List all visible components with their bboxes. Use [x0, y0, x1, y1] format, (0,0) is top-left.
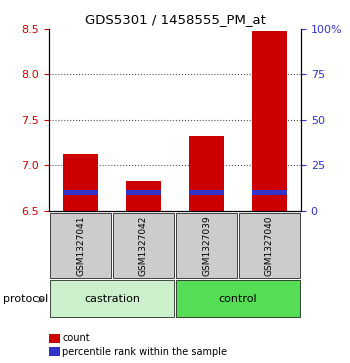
- Bar: [252, 31, 287, 211]
- Text: GSM1327040: GSM1327040: [265, 215, 274, 276]
- Bar: [189, 136, 224, 211]
- Bar: [113, 213, 174, 278]
- Bar: [63, 154, 98, 211]
- Bar: [49, 334, 60, 343]
- Bar: [189, 189, 224, 195]
- Text: GSM1327039: GSM1327039: [202, 215, 211, 276]
- Text: control: control: [219, 294, 257, 304]
- Bar: [126, 189, 161, 195]
- Text: percentile rank within the sample: percentile rank within the sample: [62, 347, 227, 357]
- Bar: [252, 189, 287, 195]
- Bar: [50, 280, 174, 317]
- Bar: [63, 189, 98, 195]
- Text: protocol: protocol: [4, 294, 49, 305]
- Bar: [239, 213, 300, 278]
- Text: GSM1327042: GSM1327042: [139, 215, 148, 276]
- Bar: [50, 213, 111, 278]
- Text: GSM1327041: GSM1327041: [76, 215, 85, 276]
- Bar: [176, 213, 237, 278]
- Bar: [49, 347, 60, 356]
- Text: castration: castration: [84, 294, 140, 304]
- Bar: [176, 280, 300, 317]
- Text: count: count: [62, 333, 90, 343]
- Bar: [126, 182, 161, 211]
- Title: GDS5301 / 1458555_PM_at: GDS5301 / 1458555_PM_at: [85, 13, 265, 26]
